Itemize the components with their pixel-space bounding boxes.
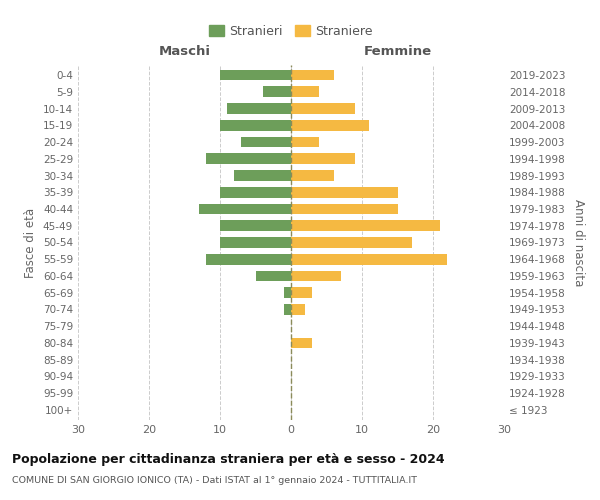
Bar [206, 254, 291, 264]
Bar [220, 120, 291, 130]
Text: Femmine: Femmine [364, 45, 431, 58]
Bar [291, 254, 447, 264]
Bar [234, 170, 291, 181]
Bar [284, 288, 291, 298]
Bar [291, 103, 355, 114]
Bar [284, 304, 291, 315]
Bar [291, 120, 369, 130]
Bar [291, 220, 440, 231]
Bar [220, 220, 291, 231]
Legend: Stranieri, Straniere: Stranieri, Straniere [209, 25, 373, 38]
Bar [291, 338, 313, 348]
Bar [291, 86, 319, 97]
Bar [291, 136, 319, 147]
Bar [291, 170, 334, 181]
Y-axis label: Anni di nascita: Anni di nascita [572, 199, 585, 286]
Bar [291, 288, 313, 298]
Bar [199, 204, 291, 214]
Bar [291, 270, 341, 281]
Bar [206, 154, 291, 164]
Bar [220, 187, 291, 198]
Y-axis label: Fasce di età: Fasce di età [25, 208, 37, 278]
Bar [241, 136, 291, 147]
Bar [291, 237, 412, 248]
Bar [256, 270, 291, 281]
Bar [291, 154, 355, 164]
Bar [291, 204, 398, 214]
Bar [220, 237, 291, 248]
Bar [220, 70, 291, 80]
Bar [291, 304, 305, 315]
Bar [227, 103, 291, 114]
Text: Popolazione per cittadinanza straniera per età e sesso - 2024: Popolazione per cittadinanza straniera p… [12, 452, 445, 466]
Bar [291, 70, 334, 80]
Bar [263, 86, 291, 97]
Text: COMUNE DI SAN GIORGIO IONICO (TA) - Dati ISTAT al 1° gennaio 2024 - TUTTITALIA.I: COMUNE DI SAN GIORGIO IONICO (TA) - Dati… [12, 476, 417, 485]
Text: Maschi: Maschi [158, 45, 211, 58]
Bar [291, 187, 398, 198]
